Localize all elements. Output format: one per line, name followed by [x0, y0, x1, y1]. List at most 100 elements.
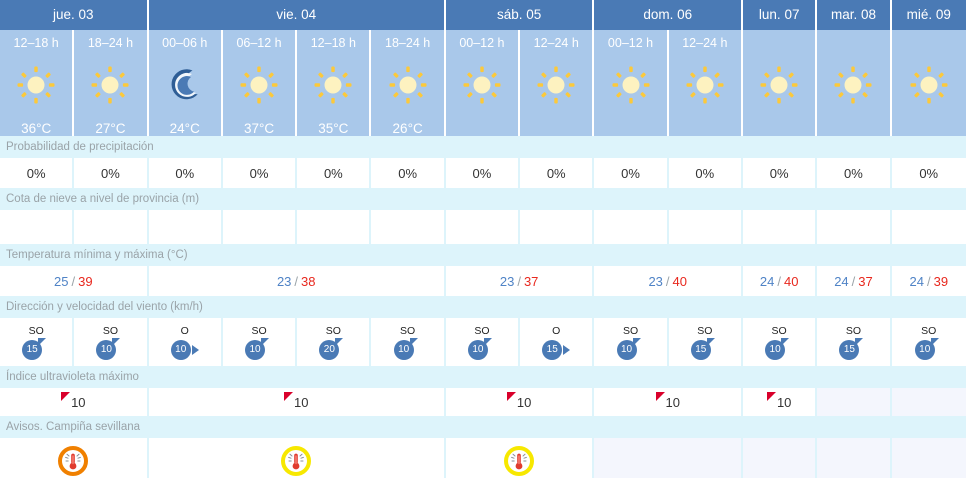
high-temperature-alert-icon[interactable] — [281, 446, 312, 476]
wind-cell: SO 20 — [297, 318, 372, 366]
wind-direction-label: SO — [325, 324, 341, 337]
wind-cell: SO 10 — [371, 318, 446, 366]
wind-direction-icon: 10 — [242, 337, 276, 362]
precipitation-cell: 0% — [891, 158, 966, 188]
wind-direction-label: SO — [251, 324, 267, 337]
day-header-cell[interactable]: sáb. 05 — [445, 0, 595, 30]
wind-speed-badge: 10 — [96, 339, 117, 360]
forecast-period-cell[interactable] — [742, 30, 818, 136]
temperature-min: 23 — [276, 273, 292, 289]
precipitation-cell: 0% — [371, 158, 446, 188]
day-label: vie. 04 — [276, 7, 317, 22]
sun-icon — [313, 50, 353, 120]
wind-arrow-icon — [483, 337, 492, 346]
high-temperature-alert-icon[interactable] — [504, 446, 535, 476]
precipitation-cell: 0% — [742, 158, 818, 188]
wind-speed-badge: 10 — [765, 339, 786, 360]
temperature-max: 39 — [78, 273, 93, 289]
forecast-period-cell[interactable]: 12–18 h 35°C — [297, 30, 372, 136]
forecast-period-cell[interactable] — [817, 30, 892, 136]
snow-level-cell — [222, 210, 298, 244]
wind-arrow-icon — [112, 337, 121, 346]
temperature-max: 40 — [672, 273, 688, 289]
day-header-cell[interactable]: vie. 04 — [148, 0, 446, 30]
forecast-period-cell[interactable]: 00–12 h — [594, 30, 669, 136]
sun-icon — [16, 50, 56, 120]
day-header-cell[interactable]: mar. 08 — [817, 0, 892, 30]
precipitation-cell: 0% — [594, 158, 669, 188]
alert-cell[interactable] — [148, 438, 446, 478]
forecast-period-cell[interactable]: 00–12 h — [445, 30, 521, 136]
precipitation-row: 0% 0% 0% 0% 0% 0% 0% 0% 0% 0% 0% 0% 0% — [0, 158, 966, 188]
precipitation-cell: 0% — [520, 158, 595, 188]
period-hours-label: 12–18 h — [310, 36, 356, 50]
uv-index-value: 10 — [776, 394, 792, 410]
precipitation-cell: 0% — [0, 158, 75, 188]
temperature-min: 24 — [909, 273, 924, 289]
forecast-period-cell[interactable]: 18–24 h 26°C — [371, 30, 446, 136]
temperature-separator: / — [851, 273, 856, 289]
wind-direction-icon: 10 — [762, 337, 796, 362]
temperature-max: 40 — [784, 273, 799, 289]
alert-cell[interactable] — [0, 438, 149, 478]
forecast-period-cell[interactable]: 12–24 h — [668, 30, 743, 136]
precipitation-cell: 0% — [668, 158, 743, 188]
forecast-period-cell[interactable]: 12–24 h — [520, 30, 595, 136]
day-header-cell[interactable]: jue. 03 — [0, 0, 149, 30]
wind-direction-label: SO — [845, 324, 861, 337]
uv-level-marker-icon — [61, 392, 71, 401]
sun-icon — [462, 50, 502, 120]
precipitation-cell: 0% — [74, 158, 149, 188]
sun-icon — [909, 50, 949, 120]
wind-direction-label: SO — [771, 324, 787, 337]
wind-speed-badge: 10 — [467, 339, 488, 360]
temperature-min: 25 — [54, 273, 69, 289]
wind-cell: SO 10 — [445, 318, 521, 366]
period-hours-label: 12–24 h — [533, 36, 579, 50]
precipitation-cell: 0% — [817, 158, 892, 188]
temperature-max: 39 — [933, 273, 949, 289]
snow-level-cell — [297, 210, 372, 244]
wind-cell: SO 10 — [742, 318, 818, 366]
snow-level-section-label: Cota de nieve a nivel de provincia (m) — [0, 188, 966, 210]
forecast-period-cell[interactable]: 18–24 h 27°C — [74, 30, 149, 136]
wind-speed-badge: 10 — [914, 339, 935, 360]
temperature-min: 24 — [834, 273, 849, 289]
period-band-row: 12–18 h 36°C 18–24 h 27°C 00–06 h 24°C 06–12 h… — [0, 30, 966, 136]
period-temperature: 37°C — [243, 121, 275, 136]
forecast-period-cell[interactable]: 12–18 h 36°C — [0, 30, 75, 136]
alert-cell[interactable] — [445, 438, 595, 478]
forecast-period-cell[interactable]: 00–06 h 24°C — [148, 30, 223, 136]
wind-arrow-icon — [855, 337, 864, 346]
wind-direction-icon: 10 — [391, 337, 425, 362]
precipitation-cell-value: 0% — [695, 165, 715, 181]
wind-arrow-icon — [191, 344, 199, 355]
temperature-max: 37 — [523, 273, 539, 289]
precipitation-cell-value: 0% — [472, 165, 492, 181]
forecast-period-cell[interactable] — [891, 30, 966, 136]
wind-arrow-icon — [706, 337, 715, 346]
wind-speed-badge: 20 — [319, 339, 340, 360]
precipitation-cell: 0% — [222, 158, 298, 188]
temperature-separator: / — [517, 273, 521, 289]
wind-speed-badge: 10 — [616, 339, 637, 360]
wind-direction-icon: 20 — [316, 337, 350, 362]
uv-index-cell: 10 — [0, 388, 149, 416]
sun-icon — [239, 50, 279, 120]
day-header-cell[interactable]: lun. 07 — [743, 0, 818, 30]
day-header-cell[interactable]: dom. 06 — [594, 0, 744, 30]
wind-arrow-icon — [930, 337, 939, 346]
day-header-cell[interactable]: mié. 09 — [891, 0, 966, 30]
precipitation-cell: 0% — [148, 158, 223, 188]
wind-cell: SO 10 — [74, 318, 149, 366]
temperature-row: 25/39 23/38 23/37 23/40 24/40 24/37 24/39 — [0, 266, 966, 296]
period-hours-label — [852, 36, 855, 50]
snow-level-cell — [371, 210, 446, 244]
sun-icon — [833, 50, 873, 120]
forecast-period-cell[interactable]: 06–12 h 37°C — [222, 30, 298, 136]
high-temperature-alert-icon[interactable] — [58, 446, 89, 476]
wind-cell: SO 10 — [891, 318, 966, 366]
day-label: sáb. 05 — [496, 7, 542, 22]
snow-level-cell — [668, 210, 743, 244]
wind-direction-icon: 15 — [539, 338, 573, 362]
